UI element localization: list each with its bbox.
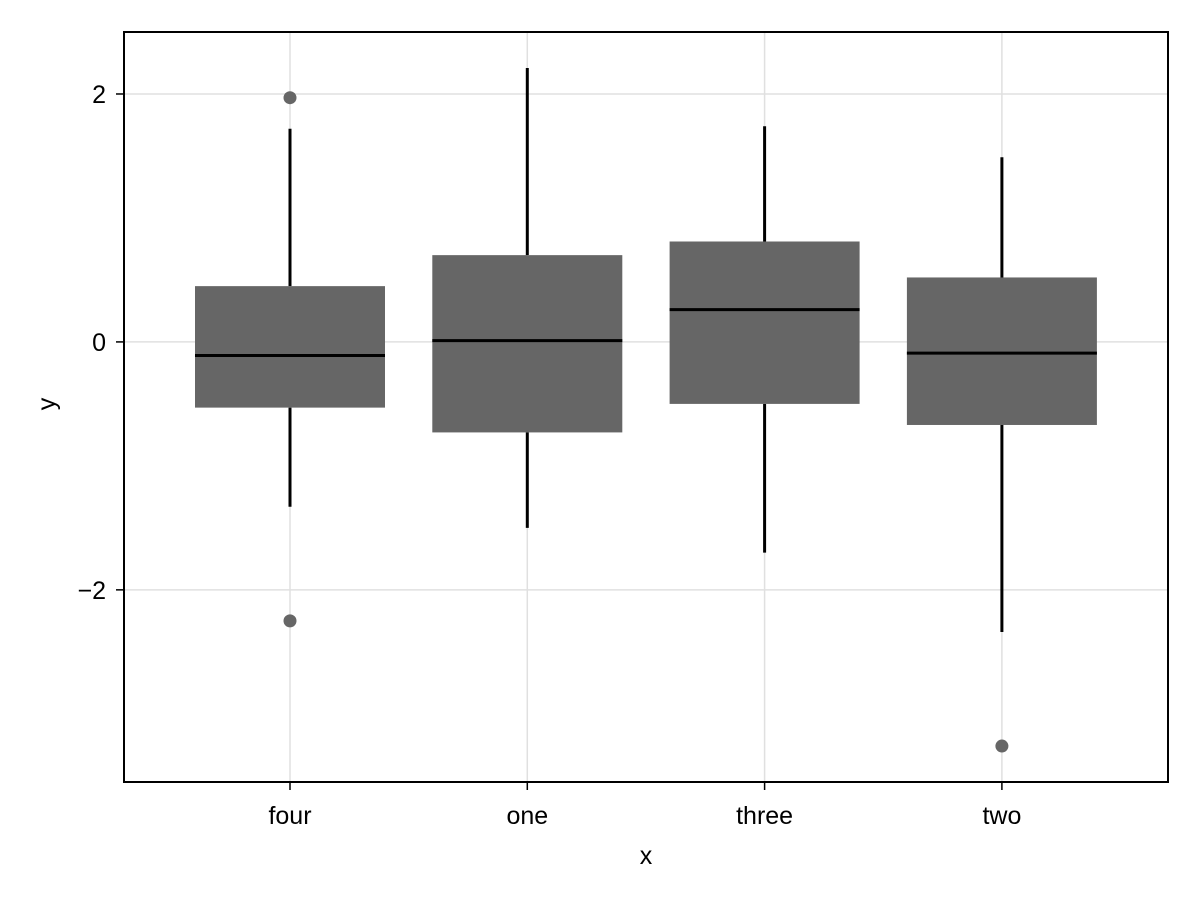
x-tick-label-three: three [736,802,793,830]
x-tick-label-one: one [506,802,548,830]
iqr-box [432,255,623,433]
iqr-box [669,241,860,404]
y-tick-label: −2 [77,577,106,605]
iqr-box [906,277,1097,425]
y-axis-label: y [33,397,61,410]
x-tick-label-four: four [268,802,311,830]
y-tick-label: 0 [92,329,106,357]
box-plot-series [195,67,1097,753]
iqr-box [195,286,385,408]
box-two [906,157,1097,753]
axis-ticks: −2 0 2 four one three two [77,81,1021,830]
x-axis-label: x [640,842,653,870]
plot-frame [123,31,1169,783]
outlier-point [283,91,297,105]
box-three [669,126,860,553]
outlier-point [995,739,1009,753]
outlier-point [283,614,297,628]
box-four [195,91,385,628]
y-tick-label: 2 [92,81,106,109]
box-one [432,67,623,528]
x-tick-label-two: two [982,802,1021,830]
